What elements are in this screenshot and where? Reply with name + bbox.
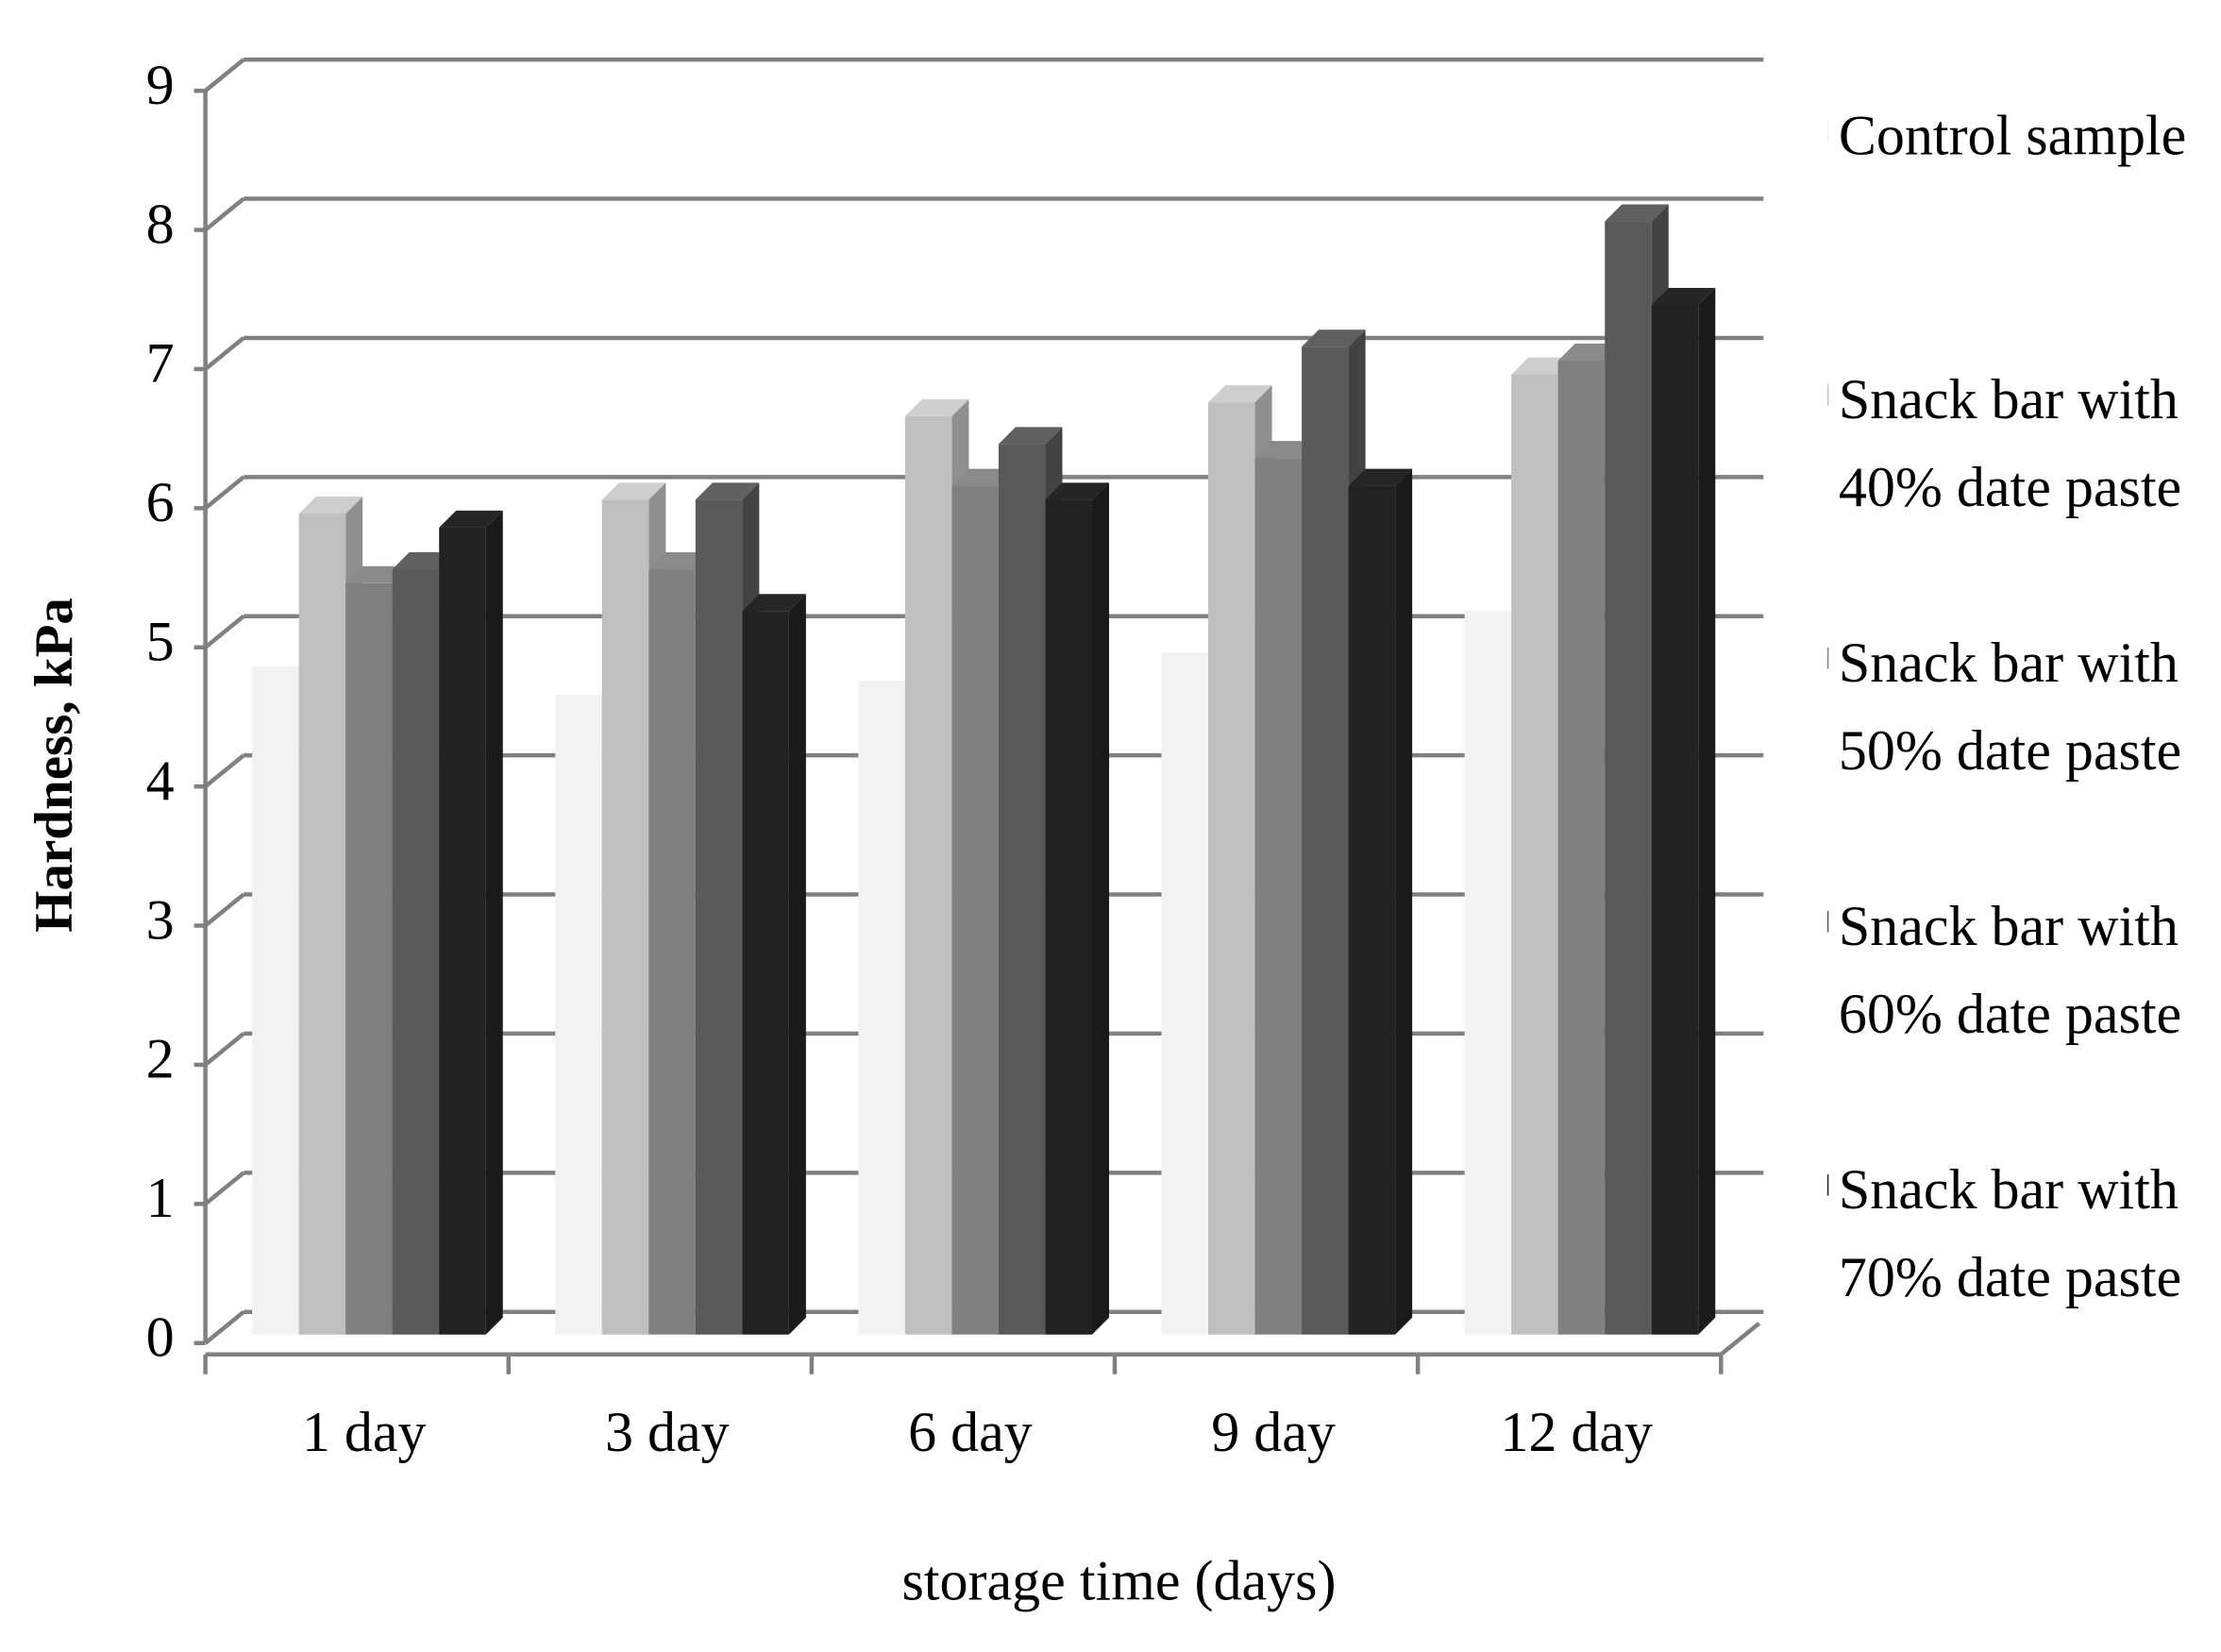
x-axis-title: storage time (days) <box>902 1550 1337 1612</box>
bar <box>742 611 789 1335</box>
grid-diagonal <box>204 58 245 93</box>
legend-item: Snack bar with 60% date paste <box>1826 883 2221 1058</box>
y-tick-label: 0 <box>146 1306 175 1369</box>
bar <box>1045 499 1092 1335</box>
legend-label: Snack bar with 60% date paste <box>1838 894 2182 1046</box>
grid-diagonal <box>204 1309 245 1345</box>
y-tick-label: 6 <box>146 471 175 533</box>
bar-top <box>1651 287 1716 305</box>
bar <box>1511 374 1558 1335</box>
y-tick-label: 7 <box>146 332 175 395</box>
legend-item: Snack bar with 50% date paste <box>1826 619 2221 795</box>
bar <box>601 499 649 1335</box>
legend-label: Control sample <box>1838 103 2187 168</box>
bar-top <box>1348 468 1413 486</box>
grid-diagonal <box>204 753 245 788</box>
bar <box>1254 458 1303 1335</box>
bar <box>392 569 440 1335</box>
bar <box>345 582 393 1335</box>
bar-side <box>1395 468 1413 1335</box>
legend-box: Control sample Snack bar with 40% date pa… <box>1826 85 2221 1360</box>
bar-top <box>1208 385 1272 403</box>
y-axis-title: Hardness, kPa <box>25 598 84 933</box>
y-tick-label: 3 <box>146 888 175 951</box>
bar-top <box>1302 329 1366 347</box>
y-tick-label: 8 <box>146 193 175 255</box>
legend-swatch <box>1826 647 1829 669</box>
bar <box>439 527 486 1335</box>
grid-diagonal <box>204 614 245 649</box>
y-tick-label: 2 <box>146 1028 175 1090</box>
floor-edge <box>1719 1321 1761 1357</box>
bar <box>1605 221 1652 1335</box>
bar-side <box>1698 287 1716 1335</box>
legend-swatch <box>1826 120 1829 143</box>
legend-swatch <box>1826 911 1829 933</box>
legend-label: Snack bar with 70% date paste <box>1838 1157 2182 1309</box>
y-tick-label: 9 <box>146 54 175 116</box>
bar-top <box>1045 482 1109 500</box>
y-tick-label: 1 <box>146 1167 175 1229</box>
bar <box>1208 402 1255 1335</box>
bar-side <box>485 510 503 1335</box>
bar <box>1302 346 1349 1335</box>
grid-diagonal <box>204 1032 245 1067</box>
legend-swatch <box>1826 1174 1829 1196</box>
bar <box>695 499 743 1335</box>
grid-diagonal <box>204 892 245 928</box>
bar-top <box>998 427 1063 445</box>
bar <box>648 569 696 1335</box>
bar <box>1557 360 1606 1335</box>
bar <box>1464 611 1512 1335</box>
legend-item: Snack bar with 40% date paste <box>1826 356 2221 531</box>
y-tick-label: 5 <box>146 611 175 673</box>
bar <box>1651 304 1699 1335</box>
bar-top <box>904 398 969 416</box>
y-tick-label: 4 <box>146 750 175 812</box>
legend-item: Control sample <box>1826 93 2221 180</box>
bar <box>298 514 346 1335</box>
x-tick-label: 6 day <box>908 1401 1033 1463</box>
legend: Control sample Snack bar with 40% date pa… <box>1826 85 2221 1360</box>
bar <box>951 485 999 1335</box>
x-tick-label: 9 day <box>1211 1401 1336 1463</box>
grid-diagonal <box>204 475 245 511</box>
legend-label: Snack bar with 40% date paste <box>1838 366 2182 519</box>
bar <box>252 666 299 1335</box>
bar <box>1348 485 1396 1335</box>
x-tick-label: 12 day <box>1500 1401 1653 1463</box>
bar <box>858 680 905 1335</box>
legend-label: Snack bar with 50% date paste <box>1838 630 2182 783</box>
bar <box>904 415 952 1335</box>
bar-top <box>1605 204 1669 222</box>
bar <box>555 694 602 1335</box>
bar-top <box>601 482 666 500</box>
bar-top <box>439 510 503 528</box>
bar-side <box>1091 482 1109 1335</box>
legend-swatch <box>1826 383 1829 406</box>
bar-side <box>788 594 806 1335</box>
bar <box>998 444 1046 1335</box>
grid-diagonal <box>204 1171 245 1206</box>
bar <box>1161 652 1209 1335</box>
x-tick-label: 3 day <box>605 1401 730 1463</box>
bar-top <box>298 497 363 514</box>
bar-top <box>742 594 806 612</box>
grid-diagonal <box>204 336 245 371</box>
legend-item: Snack bar with 70% date paste <box>1826 1146 2221 1322</box>
bar-top <box>695 482 760 500</box>
x-tick-label: 1 day <box>302 1401 427 1463</box>
grid-diagonal <box>204 196 245 232</box>
